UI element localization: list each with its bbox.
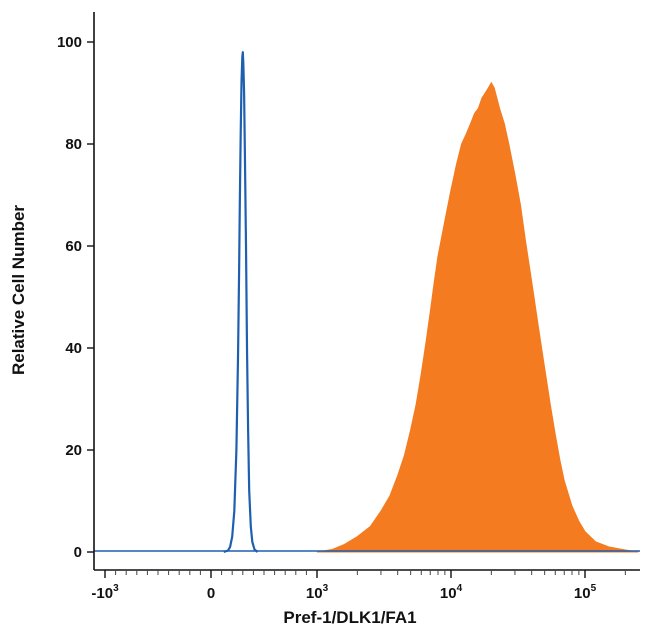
x-tick-label: -103 xyxy=(91,583,119,602)
y-axis-title: Relative Cell Number xyxy=(9,205,28,375)
axes-layer xyxy=(93,12,640,571)
x-tick-label: 105 xyxy=(574,583,597,602)
ticks-layer: 0 20 40 60 80 100 -103 0 103 104 105 xyxy=(57,34,626,602)
x-axis-title: Pref-1/DLK1/FA1 xyxy=(283,608,416,627)
series-0-line xyxy=(223,51,259,554)
y-tick-label: 60 xyxy=(65,238,82,255)
y-tick-label: 20 xyxy=(65,442,82,459)
y-tick-label: 80 xyxy=(65,136,82,153)
y-tick-label: 100 xyxy=(57,34,82,51)
y-tick-label: 0 xyxy=(74,544,82,561)
series-1-area xyxy=(316,81,639,553)
series-layer xyxy=(94,51,640,554)
y-tick-label: 40 xyxy=(65,340,82,357)
x-tick-label: 104 xyxy=(440,583,463,602)
x-tick-label: 103 xyxy=(306,583,329,602)
x-tick-label: 0 xyxy=(207,585,215,602)
